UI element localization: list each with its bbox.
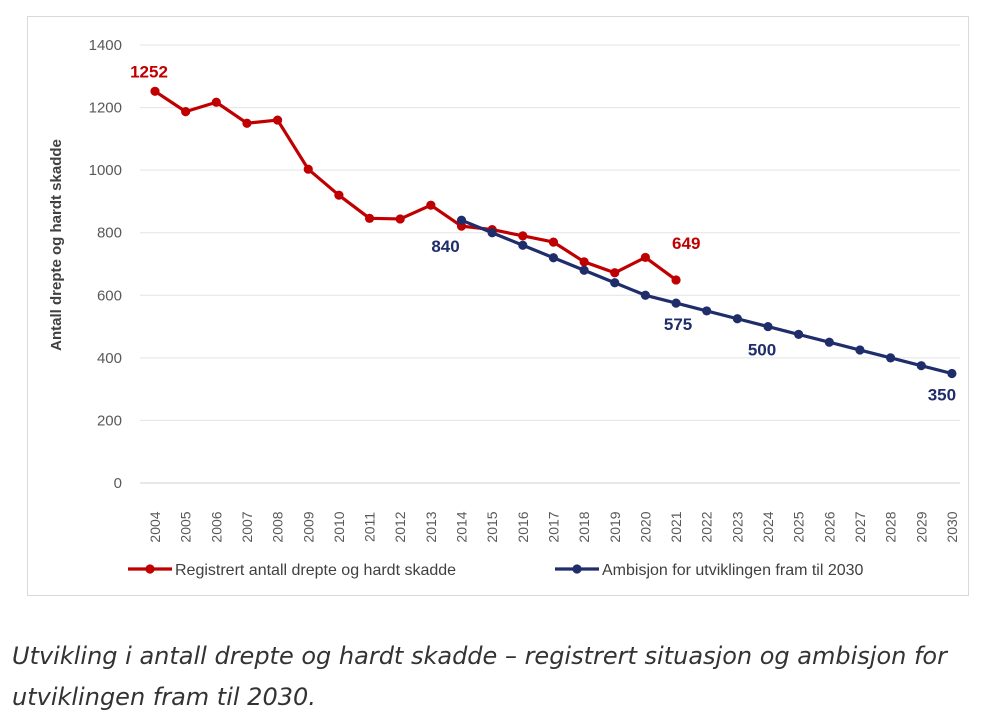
data-point	[518, 231, 528, 241]
legend-marker	[145, 564, 155, 574]
data-point	[702, 306, 712, 316]
data-point	[794, 329, 804, 339]
data-point	[824, 337, 834, 347]
data-point	[886, 353, 896, 363]
y-tick-label: 400	[97, 350, 122, 367]
x-tick-label: 2026	[821, 511, 837, 542]
x-tick-label: 2030	[944, 511, 960, 542]
data-point	[181, 107, 191, 117]
data-point	[916, 361, 926, 371]
x-tick-label: 2014	[454, 511, 470, 542]
y-axis-label: Antall drepte og hardt skadde	[48, 139, 65, 351]
data-label: 840	[431, 237, 459, 256]
figure-caption: Utvikling i antall drepte og hardt skadd…	[12, 642, 947, 711]
x-tick-label: 2015	[484, 511, 500, 542]
data-point	[334, 190, 344, 200]
legend: Registrert antall drepte og hardt skadde…	[128, 562, 864, 579]
x-tick-label: 2020	[637, 511, 653, 542]
data-point	[640, 290, 651, 300]
data-point	[518, 240, 528, 250]
y-tick-label: 1400	[89, 37, 122, 54]
data-point	[671, 298, 681, 308]
x-tick-label: 2022	[699, 511, 715, 542]
x-tick-label: 2021	[668, 511, 684, 542]
data-point	[855, 345, 865, 355]
data-point	[671, 275, 681, 285]
data-label: 350	[928, 386, 956, 405]
x-tick-label: 2012	[392, 511, 408, 542]
data-point	[579, 257, 589, 267]
x-tick-label: 2023	[729, 511, 745, 542]
data-label: 500	[748, 341, 776, 360]
x-tick-label: 2029	[913, 511, 929, 542]
series-1	[150, 86, 681, 285]
x-tick-label: 2016	[515, 511, 531, 542]
data-point	[763, 321, 773, 332]
series-lines	[150, 86, 957, 379]
data-point	[395, 214, 405, 224]
data-point	[242, 118, 252, 128]
x-tick-label: 2005	[178, 511, 194, 542]
y-tick-label: 0	[114, 475, 122, 492]
y-tick-label: 1000	[89, 162, 122, 179]
data-point	[211, 97, 221, 107]
y-tick-label: 800	[97, 225, 122, 242]
x-tick-label: 2025	[791, 511, 807, 542]
series-2	[456, 215, 957, 379]
data-label: 1252	[130, 62, 168, 81]
x-tick-label: 2019	[607, 511, 623, 542]
y-tick-label: 200	[97, 412, 122, 429]
x-tick-label: 2027	[852, 511, 868, 542]
y-tick-label: 600	[97, 287, 122, 304]
x-tick-label: 2013	[423, 511, 439, 542]
y-tick-label: 1200	[89, 100, 122, 117]
data-label: 649	[672, 234, 700, 253]
data-point	[456, 215, 467, 225]
data-point	[548, 253, 559, 263]
data-point	[487, 228, 497, 238]
x-tick-label: 2028	[883, 511, 899, 542]
x-tick-label: 2017	[545, 511, 561, 542]
series-line	[460, 218, 953, 376]
data-point	[640, 252, 651, 263]
grid-lines	[140, 44, 960, 484]
data-point	[610, 278, 620, 288]
data-point	[548, 237, 559, 247]
legend-label: Registrert antall drepte og hardt skadde	[175, 562, 456, 579]
x-tick-label: 2004	[147, 511, 163, 542]
x-tick-label: 2006	[208, 511, 224, 542]
data-point	[610, 268, 620, 278]
legend-item-2: Ambisjon for utviklingen fram til 2030	[555, 562, 864, 579]
x-tick-labels: 2004 2005 2006 2007 2008 2009 2010 2011 2012 2013…	[147, 511, 960, 542]
data-annotations: 1252 649 840 575 500 350	[130, 62, 956, 404]
x-tick-label: 2011	[362, 512, 378, 542]
data-point	[579, 265, 589, 275]
data-point	[426, 200, 436, 210]
data-point	[303, 164, 313, 174]
data-label: 575	[664, 315, 692, 334]
x-tick-label: 2018	[576, 511, 592, 542]
x-tick-label: 2007	[239, 511, 255, 542]
y-tick-labels: 0 200 400 600 800 1000 1200 1400	[89, 37, 122, 492]
data-point	[732, 314, 742, 324]
data-point	[273, 115, 283, 125]
legend-label: Ambisjon for utviklingen fram til 2030	[602, 562, 864, 579]
data-point	[364, 213, 375, 223]
chart-frame: 0 200 400 600 800 1000 1200 1400 2004 2005 2006 20…	[27, 16, 969, 596]
legend-item-1: Registrert antall drepte og hardt skadde	[128, 562, 456, 579]
x-tick-label: 2024	[760, 511, 776, 542]
x-tick-label: 2010	[331, 511, 347, 542]
x-tick-label: 2008	[270, 511, 286, 542]
data-point	[947, 368, 957, 379]
legend-marker	[572, 564, 582, 574]
series-line	[154, 89, 677, 282]
x-tick-label: 2009	[300, 511, 316, 542]
data-point	[150, 86, 160, 96]
